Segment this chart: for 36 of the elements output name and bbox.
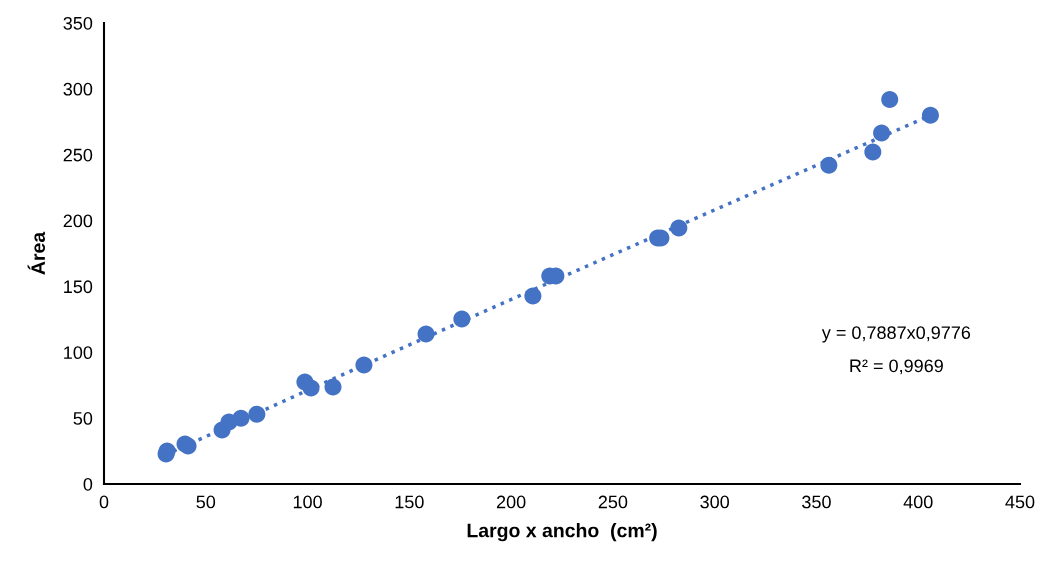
point	[524, 287, 542, 305]
y-tick-label: 0	[83, 477, 93, 491]
x-tick-label: 400	[903, 495, 933, 509]
x-tick-label: 200	[496, 495, 526, 509]
y-axis-title: Área	[27, 231, 46, 275]
x-tick-label: 250	[598, 495, 628, 509]
point	[232, 409, 250, 427]
x-tick-label: 450	[1005, 495, 1035, 509]
annotation: R² = 0,9969	[850, 359, 943, 375]
y-tick-label: 100	[64, 346, 93, 360]
x-tick-label: 100	[293, 495, 322, 509]
x-tick-label: 50	[196, 495, 216, 509]
x-tick-label: 300	[700, 495, 730, 509]
point	[248, 405, 266, 423]
y-tick-label: 150	[64, 280, 93, 294]
point	[820, 156, 838, 174]
point	[324, 378, 342, 396]
point	[417, 325, 435, 343]
y-tick-label: 250	[63, 148, 93, 162]
point	[921, 106, 939, 124]
x-tick-label: 150	[395, 495, 424, 509]
point	[670, 219, 688, 237]
x-tick-label: 350	[802, 495, 831, 509]
point	[302, 379, 320, 397]
y-tick-label: 50	[73, 412, 93, 425]
point	[453, 310, 471, 328]
x-tick-label: 0	[99, 495, 109, 509]
y-tick-label: 300	[63, 82, 93, 96]
annotation: y = 0,7887x0,9776	[821, 326, 971, 343]
point	[864, 143, 882, 161]
x-axis-title: Largo x ancho (cm²)	[467, 523, 657, 542]
y-tick-label: 350	[63, 16, 93, 30]
point	[355, 356, 373, 374]
point	[881, 90, 899, 108]
point	[873, 124, 891, 142]
y-tick-label: 200	[63, 214, 93, 228]
